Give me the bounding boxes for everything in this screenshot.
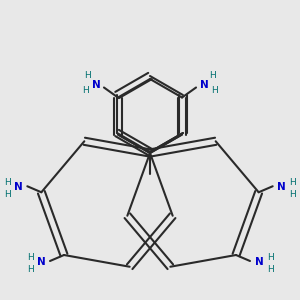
Text: N: N [255,257,263,267]
Text: N: N [277,182,286,192]
Text: H: H [27,265,33,274]
Text: H: H [4,190,11,199]
Text: N: N [200,80,208,89]
Text: H: H [209,71,215,80]
Text: N: N [37,257,45,267]
Text: N: N [92,80,100,89]
Text: H: H [82,86,89,95]
Text: H: H [267,265,273,274]
Text: H: H [211,86,218,95]
Text: N: N [14,182,23,192]
Text: H: H [27,253,33,262]
Text: H: H [85,71,91,80]
Text: H: H [4,178,11,187]
Text: H: H [267,253,273,262]
Text: H: H [289,190,296,199]
Text: H: H [289,178,296,187]
